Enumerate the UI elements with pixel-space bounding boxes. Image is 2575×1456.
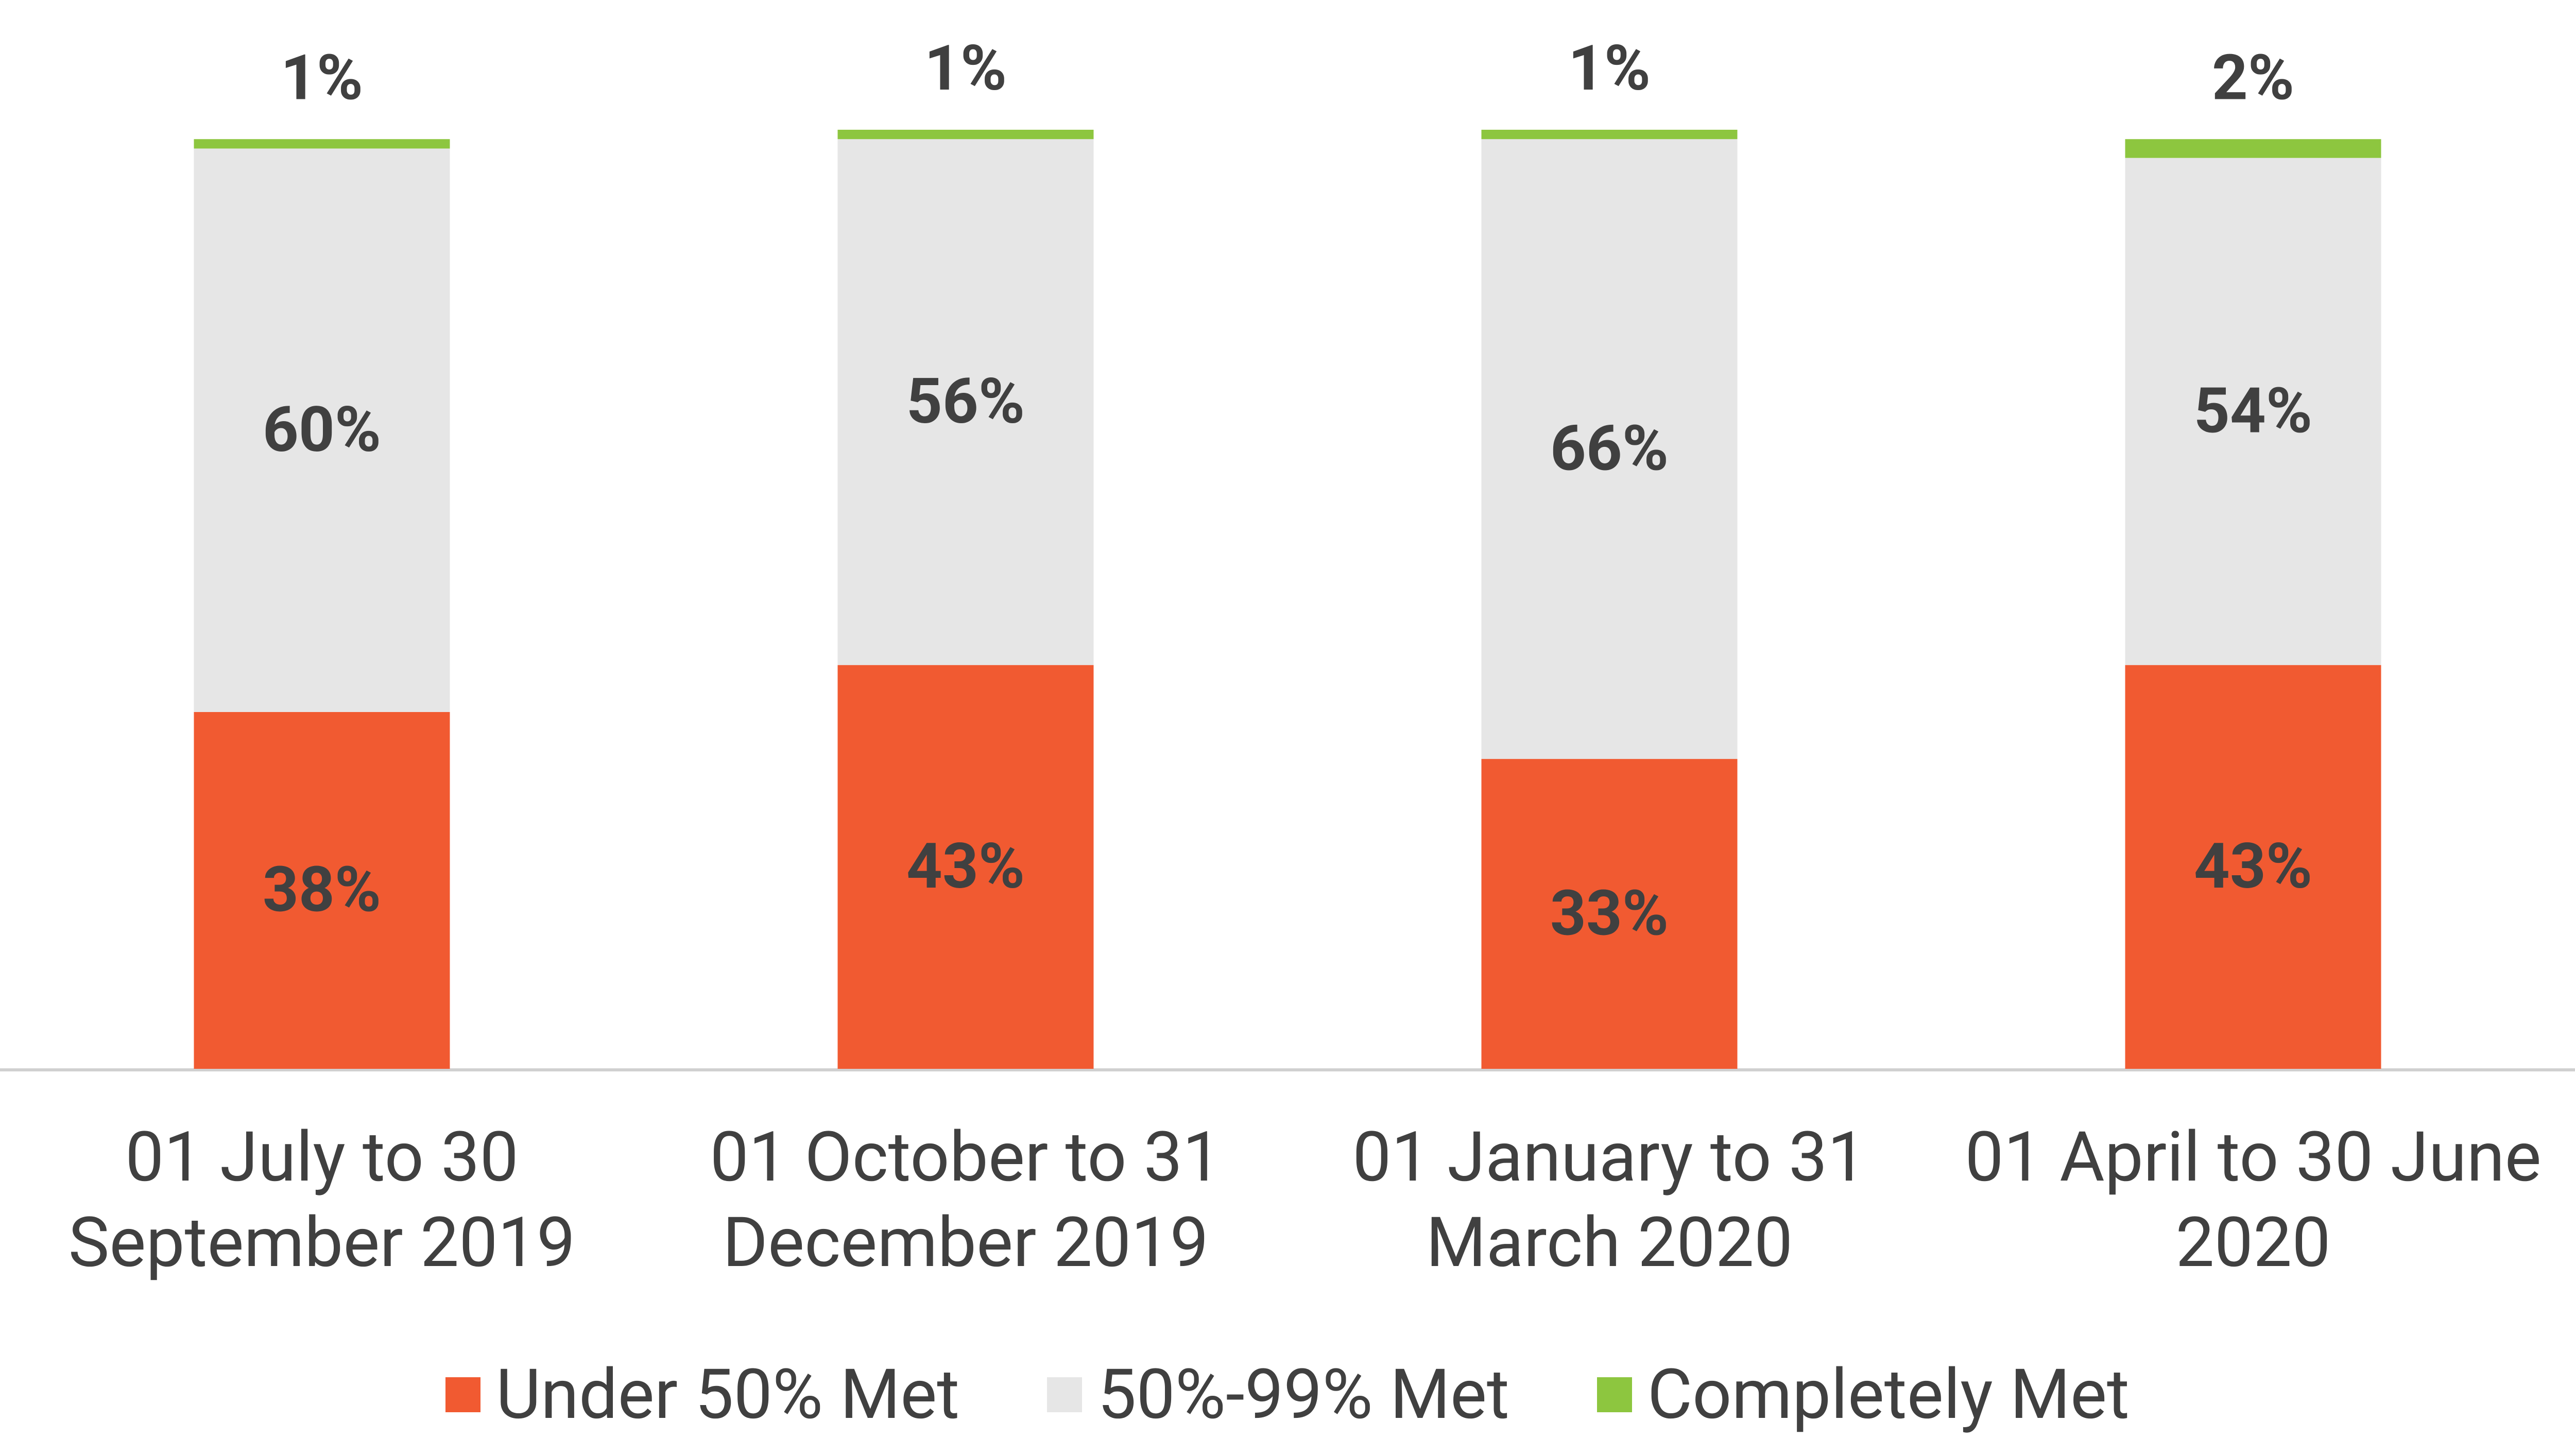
data-label: 1%	[1568, 31, 1651, 105]
bar-segment	[194, 712, 450, 1069]
x-tick-label: 01 January to 31 March 2020	[1352, 1117, 1866, 1283]
bar-segment	[1481, 130, 1738, 140]
data-label: 2%	[2212, 41, 2294, 114]
bar-segment	[194, 148, 450, 712]
data-label: 1%	[281, 41, 363, 114]
bar-segment	[1481, 139, 1738, 759]
bar-segment	[194, 139, 450, 149]
legend-item: Completely Met	[1596, 1354, 2130, 1435]
bar-segment	[837, 130, 1094, 140]
bar-segment	[2125, 139, 2381, 158]
data-label: 43%	[2194, 829, 2312, 903]
bar-segment	[837, 665, 1094, 1069]
data-label: 43%	[906, 829, 1025, 903]
x-tick-label: 01 October to 31 December 2019	[710, 1117, 1222, 1283]
legend-label: Completely Met	[1647, 1354, 2130, 1435]
data-label: 56%	[906, 365, 1025, 438]
data-label: 38%	[263, 853, 381, 927]
data-label: 54%	[2194, 374, 2312, 447]
bar-segment	[837, 139, 1094, 665]
legend-label: Under 50% Met	[496, 1354, 960, 1435]
data-label: 1%	[924, 31, 1007, 105]
data-label: 66%	[1550, 411, 1669, 485]
x-tick-label: 01 April to 30 June 2020	[1965, 1117, 2542, 1283]
legend-label: 50%-99% Met	[1097, 1354, 1509, 1435]
chart: 38% 60% 1% 43% 56% 1% 33% 66% 1% 43% 54% 2%	[0, 31, 2575, 1071]
data-label: 33%	[1550, 876, 1669, 950]
legend-item: 50%-99% Met	[1047, 1354, 1509, 1435]
legend-item: Under 50% Met	[445, 1354, 959, 1435]
bar-segment	[1481, 759, 1738, 1069]
bar-segment	[2125, 665, 2381, 1069]
legend-swatch	[445, 1377, 481, 1412]
legend-swatch	[1047, 1377, 1083, 1412]
bar-segment	[2125, 158, 2381, 665]
legend-swatch	[1596, 1377, 1632, 1412]
legend: Under 50% Met 50%-99% Met Completely Met	[0, 1354, 2575, 1435]
x-tick-label: 01 July to 30 September 2019	[68, 1117, 576, 1283]
data-label: 60%	[263, 393, 381, 466]
